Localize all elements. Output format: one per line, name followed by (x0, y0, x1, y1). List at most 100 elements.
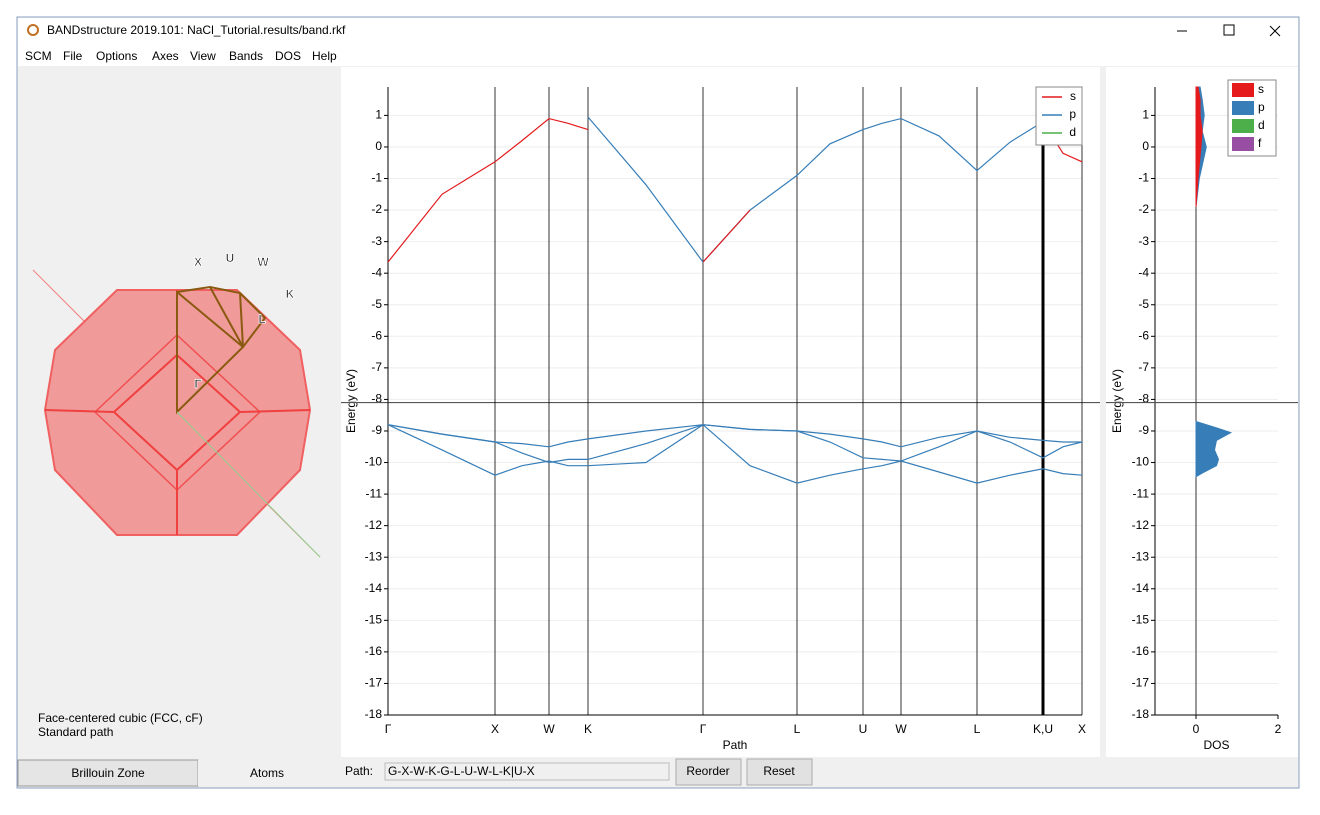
dos-area (1195, 420, 1233, 478)
x-axis-label: Path (723, 738, 748, 752)
close[interactable] (1269, 25, 1281, 37)
band-panel (341, 67, 1100, 757)
y-tick-label: -11 (1133, 486, 1150, 500)
menu-item[interactable]: Axes (152, 49, 179, 63)
y-tick-label: -18 (365, 707, 383, 721)
x-tick-label: X (1078, 722, 1086, 736)
button-label[interactable]: Reorder (686, 764, 729, 778)
tab-label[interactable]: Atoms (250, 766, 284, 780)
legend-label: f (1258, 136, 1262, 150)
x-tick-label: W (895, 722, 907, 736)
legend-swatch (1232, 137, 1254, 151)
x-tick-label: U (859, 722, 868, 736)
y-tick-label: -10 (365, 455, 383, 469)
k-point-label: U (226, 251, 235, 265)
y-tick-label: -6 (371, 328, 382, 342)
y-tick-label: -13 (365, 549, 383, 563)
y-tick-label: -9 (371, 423, 382, 437)
y-tick-label: 1 (1142, 108, 1149, 122)
menu-item[interactable]: Help (312, 49, 337, 63)
y-tick-label: -10 (1132, 455, 1150, 469)
axis (176, 411, 321, 558)
tab[interactable] (198, 760, 336, 786)
y-tick-label: -12 (1132, 518, 1150, 532)
x-tick-label: Γ (385, 722, 392, 736)
x-tick-label: K,U (1033, 722, 1053, 736)
dos-area (1195, 86, 1203, 207)
button[interactable] (746, 758, 813, 786)
maximize[interactable] (1223, 24, 1235, 36)
y-tick-label: -14 (365, 581, 383, 595)
legend-label: p (1069, 107, 1076, 121)
k-point-label: K (286, 287, 295, 301)
menu-item[interactable]: File (63, 49, 83, 63)
y-tick-label: 0 (1142, 139, 1149, 153)
path-field[interactable] (384, 762, 670, 781)
menu-item[interactable]: View (190, 49, 216, 63)
x-axis-label: DOS (1203, 738, 1229, 752)
y-tick-label: -13 (1132, 549, 1150, 563)
legend-swatch (1232, 119, 1254, 133)
y-tick-label: -17 (1132, 676, 1150, 690)
x-tick-label: L (974, 722, 981, 736)
y-tick-label: -6 (1138, 328, 1149, 342)
y-tick-label: -4 (371, 265, 382, 279)
y-tick-label: -1 (1138, 171, 1149, 185)
title-bar (18, 18, 1298, 46)
path-label: Path: (345, 764, 373, 778)
menu-item[interactable]: Options (96, 49, 137, 63)
k-point-label: Γ (194, 377, 202, 391)
legend-swatch (1232, 101, 1254, 115)
window-title: BANDstructure 2019.101: NaCl_Tutorial.re… (47, 23, 346, 37)
y-tick-label: -16 (365, 644, 383, 658)
tab[interactable] (17, 759, 199, 787)
y-tick-label: -12 (365, 518, 383, 532)
y-tick-label: -16 (1132, 644, 1150, 658)
button[interactable] (675, 758, 742, 786)
band-line (387, 424, 1082, 448)
x-tick-label: K (584, 722, 592, 736)
y-tick-label: -11 (366, 486, 383, 500)
y-tick-label: -2 (1138, 202, 1149, 216)
button-label[interactable]: Reset (763, 764, 795, 778)
y-tick-label: -8 (371, 392, 382, 406)
y-tick-label: -3 (1138, 234, 1149, 248)
y-tick-label: 1 (375, 108, 382, 122)
menu-item[interactable]: SCM (25, 49, 52, 63)
legend-label: s (1070, 89, 1076, 103)
x-tick-label: 2 (1275, 722, 1282, 736)
legend-swatch (1232, 83, 1254, 97)
legend-label: d (1069, 125, 1076, 139)
dos-panel (1106, 67, 1298, 757)
y-tick-label: -8 (1138, 392, 1149, 406)
y-axis-label: Energy (eV) (1110, 369, 1124, 433)
y-tick-label: 0 (375, 139, 382, 153)
y-tick-label: -15 (365, 612, 383, 626)
menu-item[interactable]: DOS (275, 49, 301, 63)
y-tick-label: -3 (371, 234, 382, 248)
y-tick-label: -7 (371, 360, 382, 374)
menu-bar (18, 46, 1298, 66)
y-tick-label: -2 (371, 202, 382, 216)
tab-label[interactable]: Brillouin Zone (71, 766, 145, 780)
y-tick-label: -15 (1132, 612, 1150, 626)
k-point-label: W (257, 255, 269, 269)
k-point-label: L (258, 312, 265, 326)
band-line (387, 423, 1083, 484)
k-point-label: X (194, 255, 202, 269)
y-tick-label: -1 (371, 171, 382, 185)
y-tick-label: -7 (1138, 360, 1149, 374)
menu-item[interactable]: Bands (229, 49, 263, 63)
x-tick-label: L (794, 722, 801, 736)
zone-edge (44, 290, 311, 535)
legend-label: d (1258, 118, 1265, 132)
y-tick-label: -14 (1132, 581, 1150, 595)
x-tick-label: 0 (1193, 722, 1200, 736)
y-axis-label: Energy (eV) (344, 369, 358, 433)
legend-label: p (1258, 100, 1265, 114)
path-kind: Standard path (38, 725, 113, 739)
app-icon (27, 24, 39, 36)
path-value[interactable]: G-X-W-K-G-L-U-W-L-K|U-X (388, 764, 535, 778)
lattice-name: Face-centered cubic (FCC, cF) (38, 711, 203, 725)
